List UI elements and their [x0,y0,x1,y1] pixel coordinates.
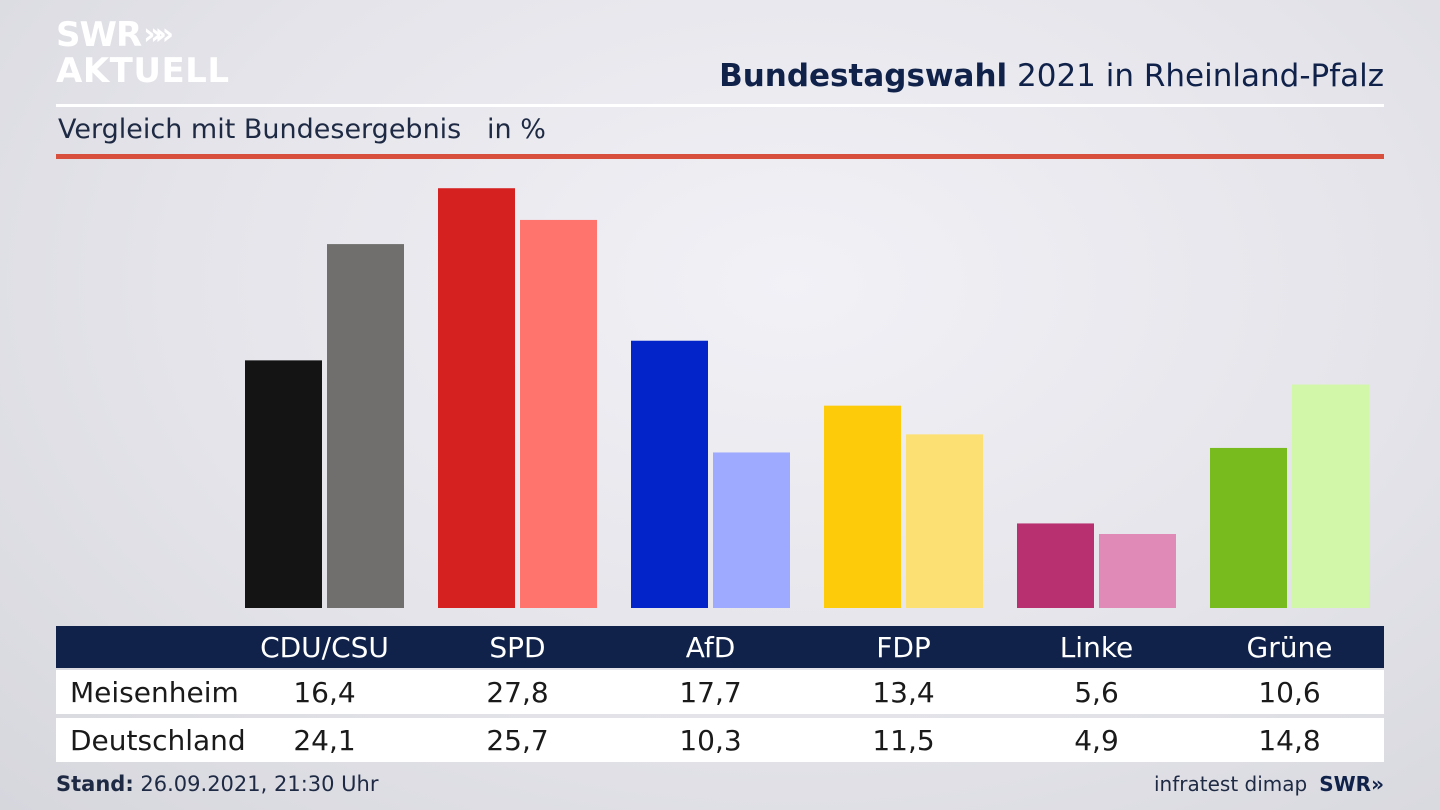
swr-footer-logo: SWR» [1319,772,1384,796]
swr-aktuell-logo: SWR»» AKTUELL [56,18,230,88]
title-bold: Bundestagswahl [719,58,1008,94]
logo-line2: AKTUELL [56,51,230,91]
table-cell: 27,8 [486,675,549,709]
bar-fdp-deutschland [906,434,983,608]
column-header: Linke [1059,630,1134,664]
column-header: SPD [489,630,546,664]
page-title: Bundestagswahl 2021 in Rheinland-Pfalz [719,58,1384,94]
bar-spd-deutschland [520,219,597,608]
table-cell: 17,7 [679,675,742,709]
table-row-deutschland: Deutschland 24,1 25,7 10,3 11,5 4,9 14,8 [56,718,1384,762]
bar-gr-ne-meisenheim [1210,447,1287,608]
table-cell: 4,9 [1074,723,1119,757]
table-row-meisenheim: Meisenheim 16,4 27,8 17,7 13,4 5,6 10,6 [56,670,1384,714]
bar-afd-deutschland [713,452,790,608]
column-header: CDU/CSU [260,630,389,664]
table-cell: 14,8 [1258,723,1321,757]
timestamp-value: 26.09.2021, 21:30 Uhr [133,772,379,796]
bar-linke-meisenheim [1017,523,1094,608]
bar-afd-meisenheim [631,340,708,608]
chart-subtitle: Vergleich mit Bundesergebnis in % [58,114,546,145]
bar-spd-meisenheim [438,188,515,608]
bar-cdu-csu-meisenheim [245,360,322,608]
table-cell: 10,6 [1258,675,1321,709]
title-divider [56,104,1384,107]
source-credit: infratest dimap SWR» [1154,772,1384,796]
table-cell: 5,6 [1074,675,1119,709]
bar-gr-ne-deutschland [1292,384,1369,608]
table-cell: 11,5 [872,723,935,757]
table-cell: 16,4 [293,675,356,709]
row-label: Deutschland [70,723,246,757]
row-label: Meisenheim [70,675,239,709]
bar-cdu-csu-deutschland [327,244,404,608]
table-cell: 13,4 [872,675,935,709]
logo-line1: SWR [56,15,142,55]
bar-fdp-meisenheim [824,405,901,608]
timestamp: Stand: 26.09.2021, 21:30 Uhr [56,772,379,796]
title-rest: 2021 in Rheinland-Pfalz [1007,58,1384,94]
table-cell: 10,3 [679,723,742,757]
column-header: FDP [876,630,931,664]
results-table: CDU/CSU SPD AfD FDP Linke Grüne Meisenheim 16… [56,626,1384,762]
source-name: infratest dimap [1154,772,1308,796]
table-header-row: CDU/CSU SPD AfD FDP Linke Grüne [56,626,1384,668]
table-cell: 25,7 [486,723,549,757]
column-header: AfD [685,630,736,664]
table-cell: 24,1 [293,723,356,757]
subtitle-divider [56,154,1384,159]
timestamp-label: Stand: [56,772,134,796]
bar-linke-deutschland [1099,534,1176,608]
column-header: Grüne [1246,630,1333,664]
